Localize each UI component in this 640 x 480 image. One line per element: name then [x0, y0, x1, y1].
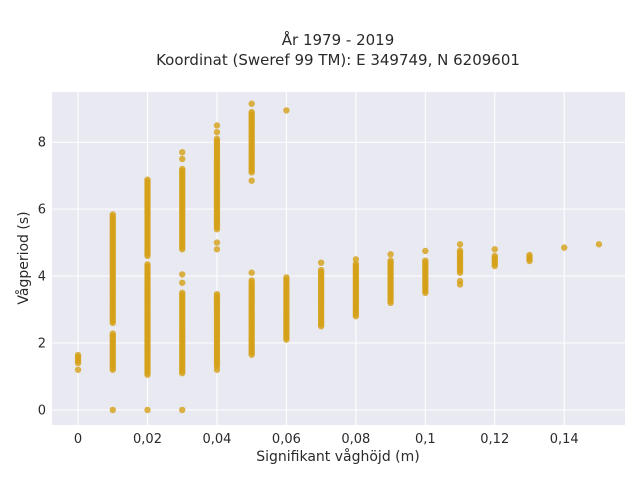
data-point — [109, 211, 116, 218]
y-tick-label: 6 — [38, 203, 46, 218]
data-point — [595, 241, 603, 248]
data-point — [213, 135, 221, 143]
data-point — [387, 251, 394, 258]
data-point — [352, 260, 360, 268]
data-point — [317, 259, 325, 266]
data-point — [387, 257, 394, 264]
data-point — [213, 122, 221, 129]
x-tick-label: 0,14 — [550, 432, 579, 447]
data-point — [248, 269, 255, 276]
data-point — [456, 247, 464, 254]
data-point — [213, 290, 221, 298]
data-point — [213, 128, 221, 136]
data-point — [179, 165, 186, 173]
data-point — [74, 366, 82, 373]
data-point — [179, 155, 186, 163]
y-tick-label: 8 — [38, 136, 46, 151]
data-point — [179, 406, 186, 414]
data-point — [248, 108, 255, 116]
data-point — [283, 107, 290, 114]
data-point — [179, 279, 186, 286]
data-point — [248, 100, 255, 107]
data-point — [213, 239, 221, 246]
data-point — [179, 289, 186, 297]
data-point — [491, 252, 498, 260]
x-tick-label: 0 — [74, 432, 82, 447]
x-tick-label: 0,12 — [480, 432, 509, 447]
x-tick-label: 0,06 — [272, 432, 301, 447]
data-point — [213, 366, 221, 373]
y-tick-label: 4 — [38, 270, 46, 285]
data-point — [248, 177, 255, 184]
data-point — [248, 277, 255, 284]
data-point — [561, 244, 568, 251]
data-point — [456, 241, 464, 248]
y-tick-label: 0 — [38, 403, 46, 418]
data-point — [144, 406, 151, 414]
data-point — [456, 277, 464, 285]
data-point — [213, 246, 221, 253]
data-point — [352, 256, 360, 263]
x-tick-label: 0,02 — [133, 432, 162, 447]
x-tick-label: 0,04 — [202, 432, 231, 447]
chart-title-line-2: Koordinat (Sweref 99 TM): E 349749, N 62… — [156, 51, 520, 69]
data-point — [144, 261, 151, 268]
data-point — [526, 251, 533, 259]
chart-title-line-1: År 1979 - 2019 — [282, 30, 395, 49]
data-point — [491, 246, 498, 253]
tick-labels: 0 0,02 0,04 0,06 0,08 0,1 0,12 0,14 0 2 4 6 8 — [38, 136, 579, 447]
y-tick-label: 2 — [38, 337, 46, 352]
y-axis-label: Vågperiod (s) — [15, 211, 32, 304]
data-point — [179, 271, 186, 278]
data-point — [179, 149, 186, 156]
data-points — [74, 100, 603, 414]
data-point — [74, 351, 82, 359]
data-point — [283, 274, 290, 281]
x-tick-label: 0,08 — [341, 432, 370, 447]
data-point — [422, 247, 429, 255]
x-tick-label: 0,1 — [415, 432, 436, 447]
x-axis-label: Signifikant våghöjd (m) — [256, 448, 419, 465]
data-point — [317, 266, 325, 274]
data-point — [109, 330, 116, 337]
data-point — [422, 257, 429, 264]
data-point — [144, 176, 151, 183]
data-point — [109, 406, 116, 414]
